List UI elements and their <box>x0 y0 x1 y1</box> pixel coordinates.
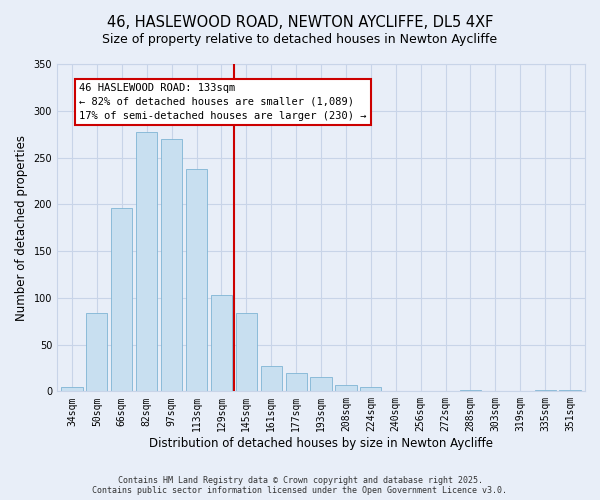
Text: 46, HASLEWOOD ROAD, NEWTON AYCLIFFE, DL5 4XF: 46, HASLEWOOD ROAD, NEWTON AYCLIFFE, DL5… <box>107 15 493 30</box>
Text: 46 HASLEWOOD ROAD: 133sqm
← 82% of detached houses are smaller (1,089)
17% of se: 46 HASLEWOOD ROAD: 133sqm ← 82% of detac… <box>79 82 367 120</box>
Bar <box>236 313 257 392</box>
Text: Contains HM Land Registry data © Crown copyright and database right 2025.
Contai: Contains HM Land Registry data © Crown c… <box>92 476 508 495</box>
X-axis label: Distribution of detached houses by size in Newton Aycliffe: Distribution of detached houses by size … <box>149 437 493 450</box>
Bar <box>86 313 107 392</box>
Bar <box>335 385 356 392</box>
Bar <box>286 372 307 392</box>
Bar <box>559 390 581 392</box>
Bar <box>186 168 207 392</box>
Bar <box>535 390 556 392</box>
Bar <box>136 132 157 392</box>
Y-axis label: Number of detached properties: Number of detached properties <box>15 134 28 320</box>
Bar <box>61 386 83 392</box>
Bar <box>360 386 382 392</box>
Bar <box>310 378 332 392</box>
Bar <box>161 139 182 392</box>
Bar <box>460 390 481 392</box>
Bar <box>111 208 133 392</box>
Bar <box>211 295 232 392</box>
Bar <box>260 366 282 392</box>
Text: Size of property relative to detached houses in Newton Aycliffe: Size of property relative to detached ho… <box>103 32 497 46</box>
